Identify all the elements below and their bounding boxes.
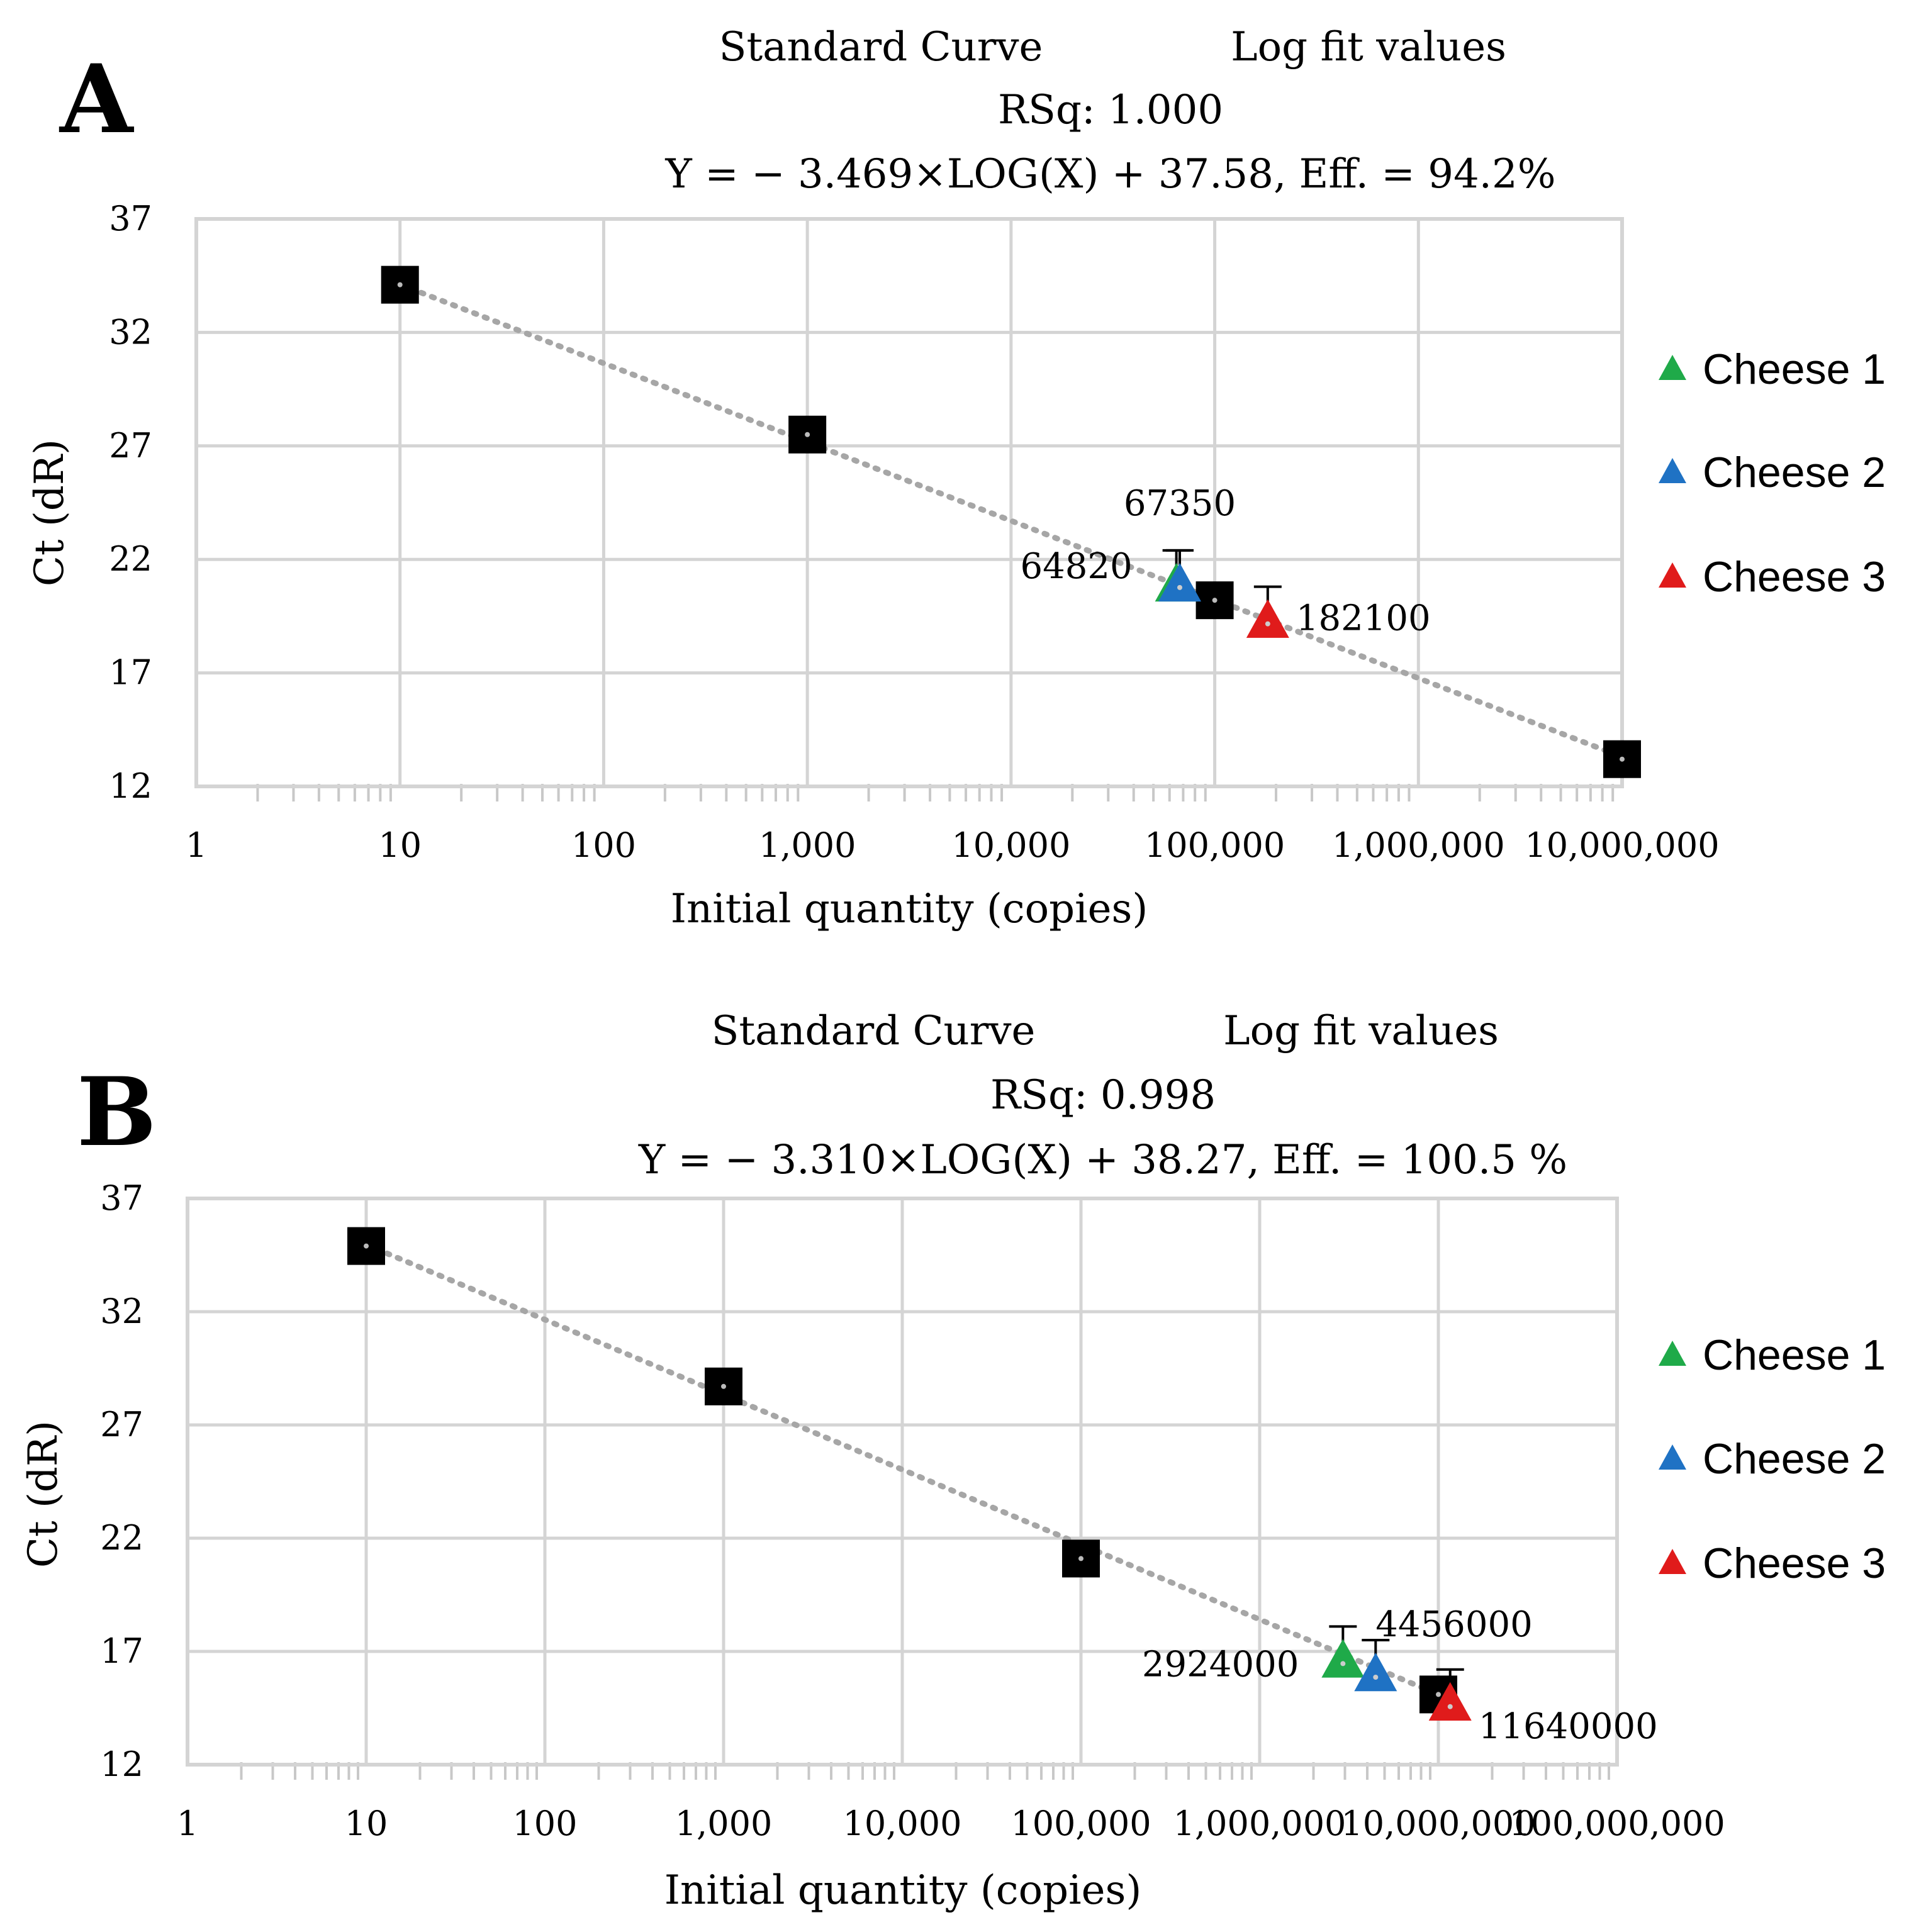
chart-subtitle-b: Log fit values xyxy=(1223,1008,1499,1054)
x-tick-label-b: 100,000,000 xyxy=(1509,1804,1725,1843)
y-axis-title-b: Ct (dR) xyxy=(20,1421,67,1568)
sample-value-label-b: 2924000 xyxy=(1142,1644,1299,1685)
rsq-text-b: RSq: 0.998 xyxy=(990,1072,1216,1119)
x-tick-label-a: 1 xyxy=(186,825,207,865)
sample-value-label-a: 64820 xyxy=(1020,546,1132,587)
x-tick-label-b: 100,000 xyxy=(1011,1804,1151,1843)
sample-point-a xyxy=(1246,599,1289,638)
sample-point-dot-b xyxy=(1447,1704,1453,1709)
x-tick-label-b: 1,000,000 xyxy=(1173,1804,1347,1843)
x-tick-label-a: 100,000 xyxy=(1145,825,1285,865)
standard-point-dot-b xyxy=(1436,1692,1441,1697)
fit-line-b xyxy=(363,1241,1442,1697)
equation-text-a: Y = − 3.469×LOG(X) + 37.58, Eff. = 94.2% xyxy=(664,151,1555,198)
standard-point-dot-b xyxy=(364,1243,369,1249)
legend-marker-b xyxy=(1659,1444,1686,1470)
sample-point-dot-b xyxy=(1373,1675,1379,1680)
y-tick-label-b: 37 xyxy=(100,1178,143,1218)
y-tick-label-a: 37 xyxy=(109,199,152,238)
legend-label-a: Cheese 1 xyxy=(1703,345,1886,393)
y-tick-label-a: 12 xyxy=(109,766,152,806)
standard-point-dot-a xyxy=(805,432,810,437)
sample-point-dot-b xyxy=(1340,1661,1346,1667)
standard-point-dot-b xyxy=(1078,1556,1083,1561)
sample-value-label-a: 182100 xyxy=(1296,598,1431,639)
x-tick-label-a: 10,000,000 xyxy=(1525,825,1719,865)
legend-label-b: Cheese 3 xyxy=(1703,1539,1886,1587)
plot-area-a: 12 17 22 27 32 37 1 10 100 1,000 10,000 100,000 1,00… xyxy=(109,199,1719,865)
chart-title-b: Standard Curve xyxy=(712,1008,1036,1054)
legend-marker-a xyxy=(1659,562,1686,588)
x-tick-label-a: 100 xyxy=(571,825,636,865)
x-tick-label-a: 1,000 xyxy=(759,825,856,865)
sample-point-a xyxy=(1158,562,1202,602)
legend-marker-a xyxy=(1659,458,1686,483)
plot-frame-b xyxy=(186,1197,1619,1767)
chart-title-a: Standard Curve xyxy=(719,24,1043,70)
standard-point-dot-a xyxy=(397,282,403,288)
sample-value-label-b: 11640000 xyxy=(1479,1706,1658,1747)
sample-point-dot-a xyxy=(1177,584,1183,590)
standard-point-dot-a xyxy=(1212,598,1218,603)
panel-label-a: A xyxy=(59,44,135,155)
legend-b: Cheese 1 Cheese 2 Cheese 3 xyxy=(1659,1331,1886,1587)
plot-area-b: 12 17 22 27 32 37 1 10 100 1,000 10,000 100,000 1,00… xyxy=(100,1178,1725,1843)
x-tick-label-b: 10,000,000 xyxy=(1341,1804,1535,1843)
x-tick-label-b: 10 xyxy=(345,1804,388,1843)
panel-label-b: B xyxy=(77,1057,157,1168)
legend-label-a: Cheese 2 xyxy=(1703,449,1886,496)
legend-label-a: Cheese 3 xyxy=(1703,553,1886,601)
y-tick-label-a: 32 xyxy=(109,312,152,352)
x-tick-label-a: 10 xyxy=(378,825,422,865)
standard-point-dot-b xyxy=(721,1383,726,1389)
y-axis-title-a: Ct (dR) xyxy=(26,439,73,586)
legend-label-b: Cheese 2 xyxy=(1703,1435,1886,1483)
x-tick-label-a: 1,000,000 xyxy=(1332,825,1505,865)
legend-label-b: Cheese 1 xyxy=(1703,1331,1886,1379)
y-tick-label-b: 12 xyxy=(100,1745,143,1784)
sample-value-label-b: 4456000 xyxy=(1375,1604,1532,1645)
chart-panel-b: B Standard Curve Log fit values RSq: 0.9… xyxy=(20,1008,1886,1914)
y-tick-label-b: 27 xyxy=(100,1405,143,1444)
chart-subtitle-a: Log fit values xyxy=(1231,24,1506,70)
legend-marker-b xyxy=(1659,1549,1686,1574)
x-axis-title-a: Initial quantity (copies) xyxy=(671,886,1148,932)
legend-a: Cheese 1 Cheese 2 Cheese 3 xyxy=(1659,345,1886,601)
sample-point-dot-a xyxy=(1265,621,1270,627)
equation-text-b: Y = − 3.310×LOG(X) + 38.27, Eff. = 100.5… xyxy=(638,1137,1567,1183)
legend-marker-a xyxy=(1659,355,1686,380)
y-tick-label-a: 17 xyxy=(109,653,152,693)
legend-marker-b xyxy=(1659,1341,1686,1366)
y-tick-label-b: 17 xyxy=(100,1631,143,1671)
fit-line-a xyxy=(397,281,1625,760)
y-tick-label-a: 27 xyxy=(109,426,152,466)
chart-panel-a: A Standard Curve Log fit values RSq: 1.0… xyxy=(26,24,1886,932)
rsq-text-a: RSq: 1.000 xyxy=(998,87,1223,133)
sample-point-b xyxy=(1428,1682,1472,1721)
sample-value-label-a: 67350 xyxy=(1124,483,1236,524)
x-tick-label-b: 1,000 xyxy=(675,1804,773,1843)
plot-frame-a xyxy=(194,217,1624,788)
x-tick-label-b: 1 xyxy=(177,1804,198,1843)
x-axis-title-b: Initial quantity (copies) xyxy=(664,1867,1142,1914)
y-tick-label-b: 22 xyxy=(100,1518,143,1558)
x-tick-label-b: 10,000 xyxy=(843,1804,962,1843)
standard-point-dot-a xyxy=(1620,756,1625,762)
x-tick-label-b: 100 xyxy=(512,1804,577,1843)
sample-point-b xyxy=(1354,1653,1397,1692)
sample-point-b xyxy=(1321,1639,1365,1678)
x-tick-label-a: 10,000 xyxy=(951,825,1070,865)
y-tick-label-a: 22 xyxy=(109,539,152,579)
y-tick-label-b: 32 xyxy=(100,1292,143,1331)
